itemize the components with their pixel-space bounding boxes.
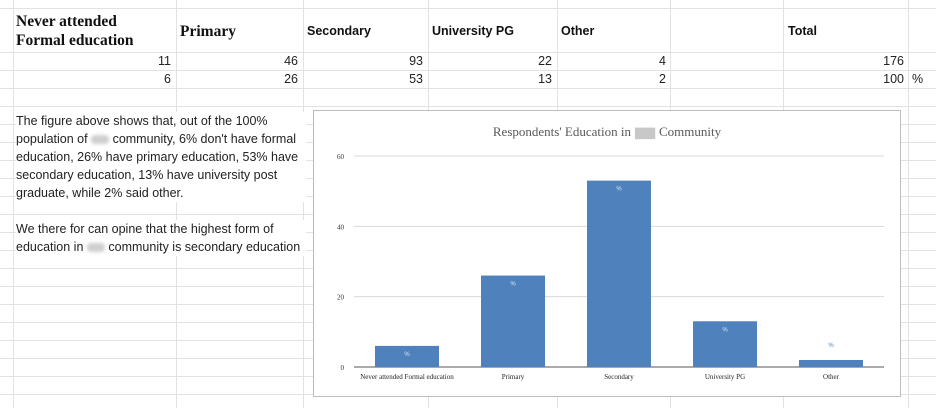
explanation-paragraph[interactable]: The figure above shows that, out of the … bbox=[16, 112, 306, 202]
data-label: % bbox=[510, 282, 516, 288]
y-axis-ticks: 0 20 40 60 bbox=[337, 153, 345, 372]
redacted-community-name bbox=[91, 135, 110, 145]
explanation-text-start: The figure above shows that, out of the … bbox=[16, 114, 268, 146]
redacted-community-name: ▆▆ bbox=[634, 124, 656, 140]
conclusion-paragraph[interactable]: We there for can opine that the highest … bbox=[16, 220, 306, 256]
header-secondary[interactable]: Secondary bbox=[307, 24, 371, 38]
chart-title: Respondents' Education in ▆▆ Community bbox=[493, 124, 722, 140]
percent-university-pg[interactable]: 13 bbox=[538, 72, 552, 86]
count-secondary[interactable]: 93 bbox=[409, 54, 423, 68]
data-label: % bbox=[722, 327, 728, 333]
header-primary[interactable]: Primary bbox=[180, 23, 236, 40]
education-bar-chart[interactable]: Respondents' Education in ▆▆ Community 0 20… bbox=[313, 110, 901, 397]
count-primary[interactable]: 46 bbox=[284, 54, 298, 68]
y-tick-label: 40 bbox=[337, 223, 345, 231]
count-total[interactable]: 176 bbox=[883, 54, 904, 68]
count-other[interactable]: 4 bbox=[659, 54, 666, 68]
percent-other[interactable]: 2 bbox=[659, 72, 666, 86]
y-tick-label: 60 bbox=[337, 153, 345, 161]
x-tick-label: Other bbox=[823, 373, 840, 381]
x-tick-label: Never attended Formal education bbox=[360, 373, 454, 381]
header-other[interactable]: Other bbox=[561, 24, 595, 38]
header-never-attended[interactable]: Never attended Formal education bbox=[16, 13, 134, 49]
redacted-community-name bbox=[86, 243, 105, 253]
bar-university-pg[interactable] bbox=[693, 321, 757, 367]
conclusion-text-start: We there for can opine that the highest … bbox=[16, 222, 274, 254]
x-tick-label: University PG bbox=[705, 373, 745, 381]
bar-never-attended-formal-education[interactable] bbox=[375, 345, 439, 367]
percent-secondary[interactable]: 53 bbox=[409, 72, 423, 86]
header-total[interactable]: Total bbox=[788, 24, 817, 38]
bar-other[interactable] bbox=[799, 359, 863, 367]
conclusion-text-end: community is secondary education bbox=[108, 240, 301, 254]
bars: %%%%% bbox=[375, 180, 863, 367]
percent-never-attended[interactable]: 6 bbox=[164, 72, 171, 86]
header-university-pg[interactable]: University PG bbox=[432, 24, 514, 38]
bar-primary[interactable] bbox=[481, 275, 545, 367]
percent-total[interactable]: 100 bbox=[883, 72, 904, 86]
bar-secondary[interactable] bbox=[587, 180, 651, 367]
count-never-attended[interactable]: 11 bbox=[158, 54, 171, 68]
count-university-pg[interactable]: 22 bbox=[538, 54, 552, 68]
y-tick-label: 20 bbox=[337, 294, 345, 302]
data-label: % bbox=[404, 352, 410, 358]
percent-primary[interactable]: 26 bbox=[284, 72, 298, 86]
percent-sign[interactable]: % bbox=[912, 72, 924, 86]
chart-canvas: Respondents' Education in ▆▆ Community 0 20… bbox=[337, 124, 884, 381]
data-label: % bbox=[616, 187, 622, 193]
x-tick-label: Secondary bbox=[604, 373, 634, 381]
x-axis-labels: Never attended Formal education Primary Se… bbox=[360, 373, 839, 381]
x-tick-label: Primary bbox=[502, 373, 525, 381]
data-label: % bbox=[828, 343, 834, 349]
y-tick-label: 0 bbox=[341, 364, 345, 372]
explanation-text-end: community, 6% don't have formal educatio… bbox=[16, 132, 299, 200]
